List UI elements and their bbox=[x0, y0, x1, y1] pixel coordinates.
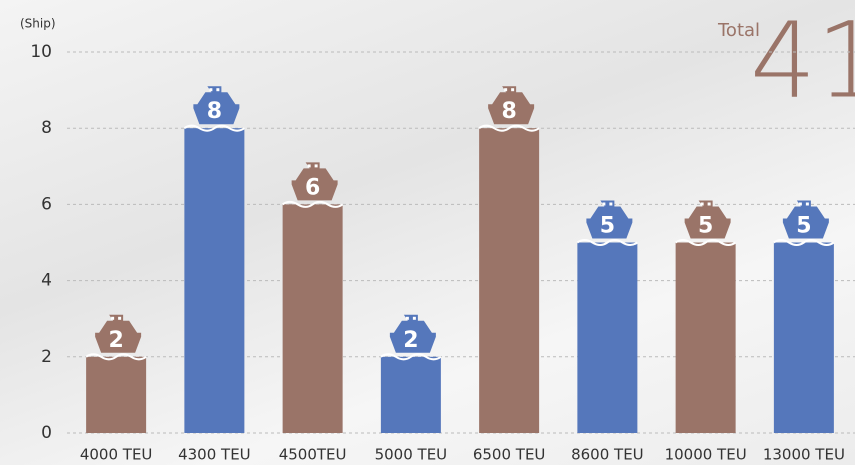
ship-window bbox=[798, 202, 802, 206]
ship-icon bbox=[488, 86, 535, 125]
ship-window bbox=[314, 164, 318, 168]
bar bbox=[773, 242, 834, 433]
total-label: Total bbox=[717, 20, 760, 41]
x-tick-label: 4000 TEU bbox=[80, 446, 153, 464]
ship-window bbox=[700, 202, 704, 206]
x-tick-label: 4300 TEU bbox=[178, 446, 251, 464]
ship-window bbox=[209, 88, 213, 92]
ship-icon bbox=[684, 200, 731, 239]
bar bbox=[86, 356, 147, 433]
ship-icon bbox=[586, 200, 633, 239]
ship-window bbox=[216, 88, 220, 92]
ship-window bbox=[111, 316, 115, 320]
ship-icon bbox=[193, 86, 240, 125]
y-tick-label: 8 bbox=[41, 118, 52, 138]
bar bbox=[479, 128, 540, 433]
data-label: 5 bbox=[600, 214, 615, 239]
ship-icon bbox=[782, 200, 829, 239]
ship-icon bbox=[291, 162, 338, 201]
y-tick-label: 2 bbox=[41, 347, 52, 367]
x-tick-label: 8600 TEU bbox=[571, 446, 644, 464]
data-label: 2 bbox=[108, 328, 123, 353]
ship-wave bbox=[773, 239, 835, 246]
ship-wave bbox=[576, 239, 638, 246]
ship-window bbox=[805, 202, 809, 206]
ship-wave bbox=[478, 124, 540, 132]
ship-window bbox=[602, 202, 606, 206]
y-tick-label: 10 bbox=[30, 42, 52, 62]
data-label: 8 bbox=[501, 99, 516, 124]
bar bbox=[380, 356, 441, 433]
data-label: 5 bbox=[796, 214, 811, 239]
data-label: 5 bbox=[698, 214, 713, 239]
bar bbox=[282, 204, 343, 433]
x-tick-label: 6500 TEU bbox=[473, 446, 546, 464]
ship-wave bbox=[675, 239, 737, 246]
data-label: 8 bbox=[207, 99, 222, 124]
y-tick-label: 6 bbox=[41, 194, 52, 214]
x-tick-label: 10000 TEU bbox=[665, 446, 747, 464]
ship-icon bbox=[95, 314, 142, 353]
ship-wave bbox=[282, 200, 344, 208]
y-tick-label: 4 bbox=[41, 271, 52, 291]
total-value: 41 bbox=[750, 0, 855, 121]
ship-wave bbox=[183, 124, 245, 132]
ship-window bbox=[707, 202, 711, 206]
ship-window bbox=[118, 316, 122, 320]
x-tick-label: 13000 TEU bbox=[763, 446, 845, 464]
ship-wave bbox=[380, 353, 442, 361]
ship-wave bbox=[85, 353, 147, 361]
ship-window bbox=[504, 88, 508, 92]
y-tick-label: 0 bbox=[41, 423, 52, 443]
ship-window bbox=[412, 316, 416, 320]
ship-window bbox=[307, 164, 311, 168]
ship-window bbox=[609, 202, 613, 206]
data-label: 6 bbox=[305, 175, 320, 200]
bar bbox=[184, 128, 245, 433]
ship-window bbox=[511, 88, 515, 92]
x-tick-label: 5000 TEU bbox=[375, 446, 448, 464]
y-unit-label: (Ship) bbox=[20, 17, 56, 31]
data-label: 2 bbox=[403, 328, 418, 353]
x-tick-label: 4500TEU bbox=[279, 446, 347, 464]
ship-window bbox=[405, 316, 409, 320]
bar bbox=[577, 242, 638, 433]
bar bbox=[675, 242, 736, 433]
ship-icon bbox=[389, 314, 436, 353]
